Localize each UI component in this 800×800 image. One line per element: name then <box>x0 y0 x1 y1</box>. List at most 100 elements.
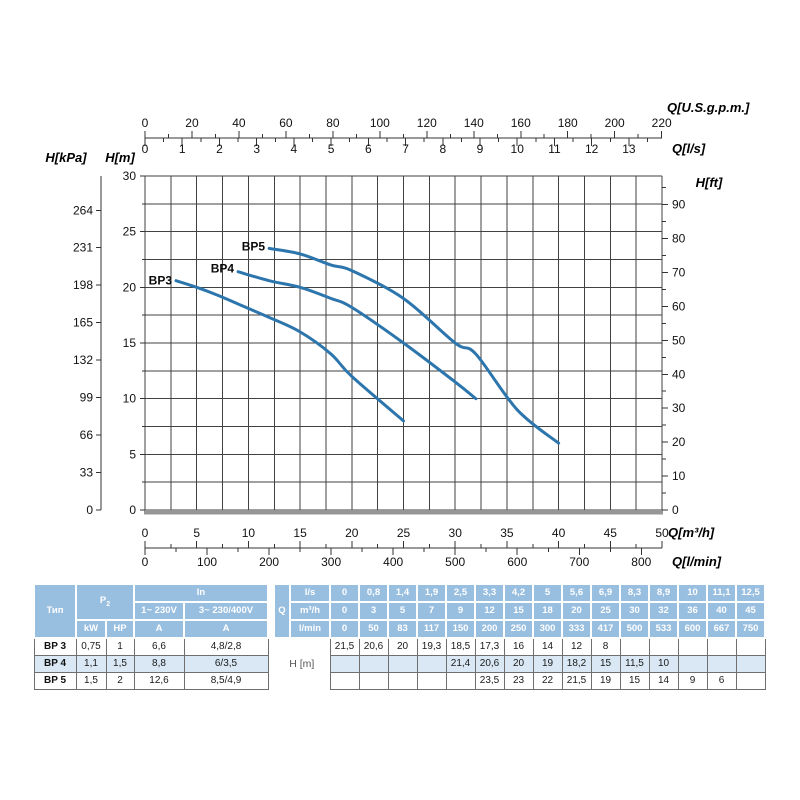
flow-value-cell <box>416 671 447 690</box>
flow-col-header: 36 <box>677 601 708 621</box>
flow-col-header: 333 <box>561 619 592 639</box>
voltage-header: 3~ 230/400V <box>183 601 269 621</box>
svg-text:H[m]: H[m] <box>105 150 135 165</box>
svg-text:231: 231 <box>73 241 93 255</box>
svg-text:H[ft]: H[ft] <box>696 175 723 190</box>
axis-h-ft: 0 10 20 30 40 50 60 70 80 90 H[ft] <box>662 175 723 517</box>
svg-text:120: 120 <box>417 116 437 130</box>
flow-value-cell <box>648 637 679 656</box>
flow-col-header: 1,4 <box>387 583 418 603</box>
spec-value-cell: 1 <box>105 637 135 656</box>
svg-text:40: 40 <box>552 526 566 540</box>
flow-col-header: 5 <box>387 601 418 621</box>
svg-text:5: 5 <box>193 526 200 540</box>
flow-col-header: 12,5 <box>735 583 766 603</box>
svg-text:0: 0 <box>86 503 93 517</box>
svg-text:600: 600 <box>507 555 527 569</box>
svg-text:12: 12 <box>585 142 599 156</box>
svg-text:13: 13 <box>622 142 636 156</box>
svg-text:25: 25 <box>397 526 411 540</box>
tables-section: Тип P2 In 1~ 230V 3~ 230/400V kW HP A A BP 3… <box>33 583 766 690</box>
pump-curves-chart: 0336699132165198231264H[kPa]051015202530… <box>45 100 750 569</box>
head-meters-label: H [m] <box>289 658 315 670</box>
flow-unit-label: l/s <box>289 583 331 603</box>
flow-value-cell <box>445 671 476 690</box>
svg-text:10: 10 <box>242 526 256 540</box>
flow-col-header: 12 <box>474 601 505 621</box>
svg-text:400: 400 <box>383 555 403 569</box>
flow-value-cell: 20 <box>387 637 418 656</box>
flow-col-header: 6,9 <box>590 583 621 603</box>
flow-col-header: 8,9 <box>648 583 679 603</box>
svg-text:0: 0 <box>672 503 679 517</box>
axis-kpa: 0 33 66 99 132 165 198 231 264 H[kPa] <box>45 150 102 517</box>
flow-col-header: 7 <box>416 601 447 621</box>
flow-col-header: 150 <box>445 619 476 639</box>
svg-text:20: 20 <box>123 280 137 294</box>
flow-value-cell <box>329 671 360 690</box>
flow-value-cell: 12 <box>561 637 592 656</box>
svg-text:BP3: BP3 <box>149 274 173 288</box>
svg-text:300: 300 <box>321 555 341 569</box>
flow-value-cell: 8 <box>590 637 621 656</box>
spec-table: Тип P2 In 1~ 230V 3~ 230/400V kW HP A A BP 3… <box>33 583 269 690</box>
flow-col-header: 25 <box>590 601 621 621</box>
curve-path-BP4 <box>236 270 478 401</box>
svg-text:700: 700 <box>569 555 589 569</box>
pump-type-cell: BP 5 <box>33 671 77 690</box>
flow-value-cell: 23 <box>503 671 534 690</box>
spec-value-cell: 6/3,5 <box>183 654 269 673</box>
flow-col-header: 20 <box>561 601 592 621</box>
svg-text:50: 50 <box>672 333 686 347</box>
in-header: In <box>133 583 269 603</box>
flow-value-cell <box>387 671 418 690</box>
svg-text:Q[l/s]: Q[l/s] <box>672 141 706 156</box>
svg-text:Q[l/min]: Q[l/min] <box>672 554 722 569</box>
flow-col-header: 2,5 <box>445 583 476 603</box>
svg-text:60: 60 <box>279 116 293 130</box>
spec-row-bp4: BP 4 1,1 1,5 8,8 6/3,5 <box>33 654 269 673</box>
flow-col-header: 0,8 <box>358 583 389 603</box>
svg-text:H[kPa]: H[kPa] <box>45 150 87 165</box>
svg-text:10: 10 <box>123 392 137 406</box>
svg-text:7: 7 <box>402 142 409 156</box>
flow-value-cell: 14 <box>648 671 679 690</box>
pump-type-cell: BP 3 <box>33 637 77 656</box>
flow-row-bp4: 21,4 20,6 20 19 18,2 15 11,5 10 <box>274 654 766 673</box>
svg-text:0: 0 <box>142 142 149 156</box>
spec-value-cell: 0,75 <box>75 637 107 656</box>
svg-text:0: 0 <box>142 116 149 130</box>
flow-value-cell <box>387 654 418 673</box>
svg-text:4: 4 <box>291 142 298 156</box>
flow-value-cell: 18,2 <box>561 654 592 673</box>
svg-text:0: 0 <box>129 503 136 517</box>
svg-text:2: 2 <box>216 142 223 156</box>
svg-text:BP4: BP4 <box>211 262 235 276</box>
flow-col-header: 300 <box>532 619 563 639</box>
svg-text:80: 80 <box>326 116 340 130</box>
spec-value-cell: 1,5 <box>105 654 135 673</box>
svg-text:20: 20 <box>185 116 199 130</box>
spec-value-cell: 1,5 <box>75 671 107 690</box>
svg-text:40: 40 <box>672 367 686 381</box>
svg-text:99: 99 <box>80 391 94 405</box>
flow-unit-row: l/min 0 50 83 117 150 200 250 300 333 417 500 533 600… <box>274 619 766 639</box>
svg-text:160: 160 <box>511 116 531 130</box>
flow-col-header: 4,2 <box>503 583 534 603</box>
flow-value-cell: 21,4 <box>445 654 476 673</box>
spec-value-cell: 12,6 <box>133 671 185 690</box>
svg-text:11: 11 <box>548 142 561 156</box>
svg-text:6: 6 <box>365 142 372 156</box>
svg-text:30: 30 <box>123 169 137 183</box>
unit-header: kW <box>75 619 107 639</box>
flow-value-cell: 6 <box>706 671 737 690</box>
svg-text:180: 180 <box>558 116 578 130</box>
flow-col-header: 83 <box>387 619 418 639</box>
q-header: Q <box>273 583 291 639</box>
spec-row-bp3: BP 3 0,75 1 6,6 4,8/2,8 <box>33 637 269 656</box>
flow-col-header: 667 <box>706 619 737 639</box>
svg-text:5: 5 <box>129 447 136 461</box>
curve-BP5: BP5 <box>242 239 561 445</box>
flow-col-header: 50 <box>358 619 389 639</box>
